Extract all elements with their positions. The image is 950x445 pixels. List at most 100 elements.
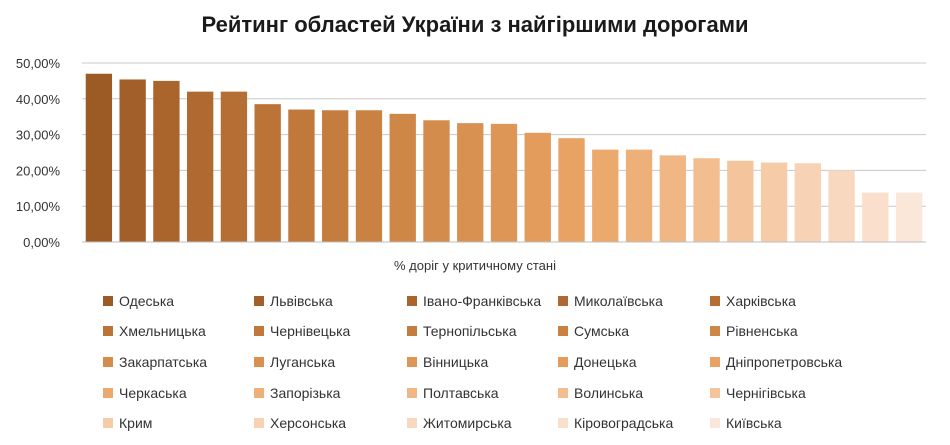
legend-swatch xyxy=(558,388,568,398)
legend-swatch xyxy=(103,357,113,367)
legend-item: Сумська xyxy=(558,322,629,340)
bar xyxy=(322,110,349,242)
legend-label: Закарпатська xyxy=(119,354,208,370)
bar xyxy=(490,123,518,242)
legend-swatch xyxy=(254,388,264,398)
legend-swatch xyxy=(710,296,720,306)
legend-label: Волинська xyxy=(574,385,644,401)
legend-label: Миколаївська xyxy=(574,293,663,309)
legend-swatch xyxy=(710,418,720,428)
legend-label: Крим xyxy=(119,415,153,431)
legend-item: Тернопільська xyxy=(407,322,517,340)
bar xyxy=(524,132,551,242)
bar xyxy=(592,149,619,242)
legend-item: Кіровоградська xyxy=(558,414,673,432)
bar xyxy=(659,155,686,242)
y-tick-label: 50,00% xyxy=(16,56,61,71)
bar xyxy=(254,104,281,242)
legend-label: Сумська xyxy=(574,323,630,339)
legend-label: Донецька xyxy=(574,354,637,370)
legend-item: Львівська xyxy=(254,292,333,310)
legend-swatch xyxy=(103,326,113,336)
legend-item: Черкаська xyxy=(103,384,187,402)
legend-item: Харківська xyxy=(710,292,796,310)
legend-item: Донецька xyxy=(558,353,636,371)
legend-label: Харківська xyxy=(726,293,796,309)
legend-item: Закарпатська xyxy=(103,353,207,371)
legend-swatch xyxy=(407,326,417,336)
legend-item: Одеська xyxy=(103,292,174,310)
bar xyxy=(355,110,383,242)
legend-item: Хмельницька xyxy=(103,322,206,340)
y-tick-label: 30,00% xyxy=(16,128,61,143)
legend-item: Херсонська xyxy=(254,414,346,432)
y-axis-tick-labels: 0,00% 10,00% 20,00% 30,00% 40,00% 50,00% xyxy=(16,56,61,250)
legend-swatch xyxy=(103,296,113,306)
legend-swatch xyxy=(407,357,417,367)
y-tick-label: 10,00% xyxy=(16,199,61,214)
legend-swatch xyxy=(558,296,568,306)
legend-label: Вінницька xyxy=(423,354,489,370)
bar xyxy=(220,91,248,242)
bar xyxy=(558,138,585,242)
legend-swatch xyxy=(254,326,264,336)
bar xyxy=(794,163,822,242)
legend-swatch xyxy=(558,357,568,367)
legend-item: Дніпропетровська xyxy=(710,353,842,371)
legend-item: Київська xyxy=(710,414,782,432)
legend-item: Чернігівська xyxy=(710,384,806,402)
bar xyxy=(389,113,416,242)
legend-label: Запорізька xyxy=(270,385,341,401)
bar xyxy=(760,162,788,242)
legend-swatch xyxy=(103,388,113,398)
legend-label: Львівська xyxy=(270,293,333,309)
legend-label: Кіровоградська xyxy=(574,415,674,431)
legend-swatch xyxy=(407,388,417,398)
legend-label: Луганська xyxy=(270,354,336,370)
legend-item: Миколаївська xyxy=(558,292,663,310)
bar xyxy=(727,160,754,242)
bar xyxy=(423,120,450,242)
legend-item: Житомирська xyxy=(407,414,512,432)
legend-swatch xyxy=(254,418,264,428)
x-axis-title: % доріг у критичному стані xyxy=(394,258,556,273)
legend-item: Полтавська xyxy=(407,384,499,402)
bar xyxy=(457,123,484,242)
bar xyxy=(153,80,180,243)
legend-item: Чернівецька xyxy=(254,322,350,340)
bar xyxy=(895,192,923,242)
legend-label: Чернівецька xyxy=(270,323,351,339)
legend-swatch xyxy=(710,388,720,398)
legend-label: Одеська xyxy=(119,293,175,309)
legend-swatch xyxy=(103,418,113,428)
bar xyxy=(828,170,855,242)
bar xyxy=(693,158,720,242)
legend-item: Івано-Франківська xyxy=(407,292,541,310)
y-tick-label: 20,00% xyxy=(16,163,61,178)
legend-label: Івано-Франківська xyxy=(423,293,542,309)
legend-label: Тернопільська xyxy=(423,323,517,339)
bar xyxy=(186,91,214,242)
legend-item: Волинська xyxy=(558,384,643,402)
bar xyxy=(862,192,889,242)
legend-item: Крим xyxy=(103,414,152,432)
legend-item: Луганська xyxy=(254,353,335,371)
y-tick-label: 40,00% xyxy=(16,92,61,107)
legend-label: Дніпропетровська xyxy=(726,354,843,370)
legend-label: Житомирська xyxy=(423,415,512,431)
legend-item: Вінницька xyxy=(407,353,488,371)
legend-label: Київська xyxy=(726,415,782,431)
legend-swatch xyxy=(710,326,720,336)
bar xyxy=(119,79,146,242)
legend-swatch xyxy=(710,357,720,367)
bars xyxy=(85,73,923,243)
bar xyxy=(625,149,653,242)
legend-label: Херсонська xyxy=(270,415,347,431)
chart-title: Рейтинг областей України з найгіршими до… xyxy=(201,12,749,37)
legend-label: Полтавська xyxy=(423,385,499,401)
legend-item: Рівненська xyxy=(710,322,798,340)
legend-label: Рівненська xyxy=(726,323,798,339)
legend-swatch xyxy=(558,418,568,428)
